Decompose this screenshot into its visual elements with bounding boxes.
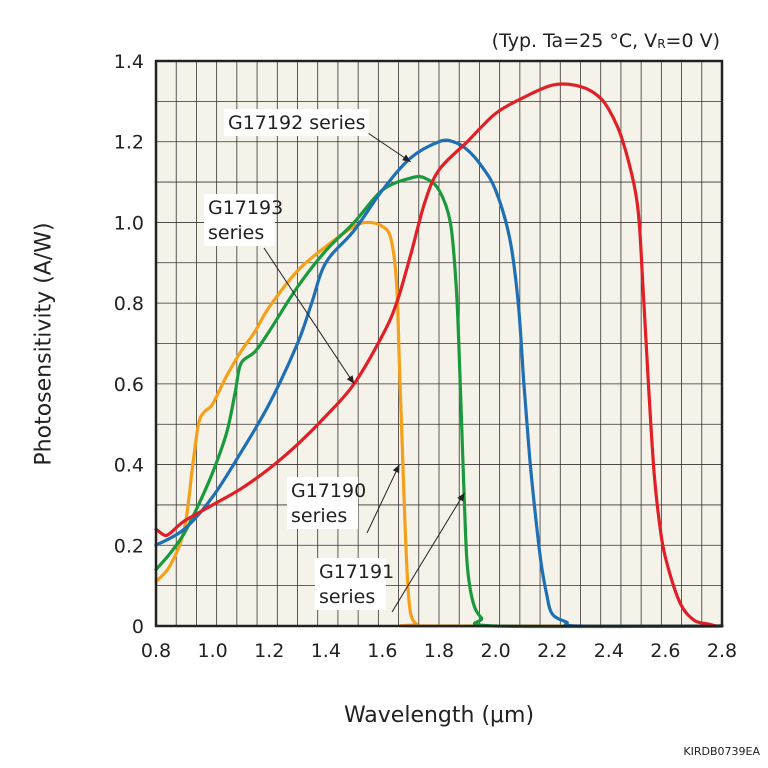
- x-tick-label: 1.4: [311, 640, 341, 662]
- annotation-label-background: [315, 558, 386, 610]
- annotation-leader-line: [391, 492, 465, 613]
- y-tick-label: 0.8: [114, 293, 144, 315]
- x-tick-label: 2.6: [650, 640, 680, 662]
- series-line-g17193: [154, 82, 718, 628]
- annotation-leader-line: [367, 132, 411, 163]
- annotation-arrowhead: [402, 154, 411, 162]
- annotation-label-background: [204, 194, 275, 246]
- x-tick-label: 2.8: [707, 640, 737, 662]
- x-tick-label: 2.4: [594, 640, 624, 662]
- x-tick-label: 2.0: [480, 640, 510, 662]
- y-tick-label: 0: [132, 616, 144, 638]
- annotation-arrowhead: [392, 464, 400, 474]
- x-tick-label: 1.6: [367, 640, 397, 662]
- x-tick-labels: 0.8 1.0 1.2 1.4 1.6 1.8 2.0 2.2 2.4 2.6 2.8: [141, 640, 737, 662]
- x-tick-label: 1.8: [424, 640, 454, 662]
- annotation-label: G17192 series: [228, 112, 365, 134]
- x-axis-label: Wavelength (μm): [343, 703, 535, 728]
- measurement-conditions: (Typ. Ta=25 °C, VR=0 V): [491, 30, 720, 52]
- series-layer: [154, 82, 724, 629]
- annotation-label-background: [287, 477, 358, 529]
- annotation-label: series: [208, 222, 264, 244]
- annotation-arrowhead: [457, 492, 465, 502]
- x-tick-label: 1.0: [197, 640, 227, 662]
- annotation-label: G17193: [208, 197, 283, 219]
- x-tick-label: 1.2: [254, 640, 284, 662]
- y-axis-label: Photosensitivity (A/W): [31, 222, 57, 466]
- annotation-leader-line: [366, 464, 400, 534]
- annotation-g17193: G17193 series: [204, 194, 355, 385]
- y-tick-label: 1.4: [114, 51, 144, 73]
- plot-frame: [154, 59, 724, 628]
- y-tick-label: 0.2: [114, 535, 144, 557]
- y-tick-labels: 0 0.2 0.4 0.6 0.8 1.0 1.2 1.4: [114, 51, 144, 638]
- x-tick-label: 2.2: [537, 640, 567, 662]
- y-tick-label: 0.6: [114, 374, 144, 396]
- annotation-leader-line: [263, 247, 355, 385]
- annotation-label: series: [319, 586, 375, 608]
- x-tick-label: 0.8: [141, 640, 171, 662]
- annotation-g17190: G17190 series: [287, 464, 400, 534]
- annotation-arrowhead: [346, 375, 355, 384]
- annotation-g17192-series: G17192 series: [224, 109, 411, 163]
- figure-code: KIRDB0739EA: [683, 745, 760, 758]
- y-tick-label: 1.2: [114, 132, 144, 154]
- annotation-g17191: G17191 series: [315, 492, 465, 613]
- y-tick-label: 0.4: [114, 455, 144, 477]
- plot-border: [154, 59, 724, 628]
- series-line-g17191: [154, 174, 724, 629]
- grid: [156, 61, 722, 626]
- annotations-layer: G17192 seriesG17193seriesG17190seriesG17…: [204, 109, 465, 613]
- annotation-label-background: [224, 109, 369, 136]
- annotation-label: series: [291, 505, 347, 527]
- series-line-g17192: [154, 138, 724, 628]
- y-tick-label: 1.0: [114, 212, 144, 234]
- annotation-label: G17190: [291, 480, 366, 502]
- annotation-label: G17191: [319, 561, 394, 583]
